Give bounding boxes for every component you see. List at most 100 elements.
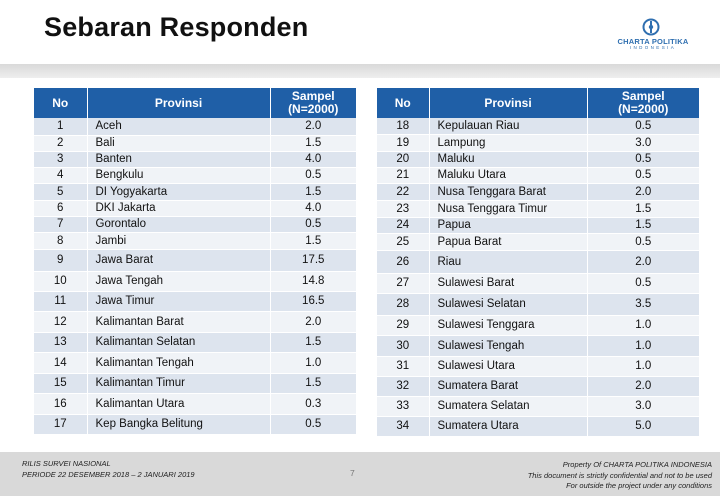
page-title: Sebaran Responden (44, 12, 309, 42)
row-number: 24 (377, 217, 430, 234)
row-number: 9 (34, 249, 88, 272)
row-number: 29 (377, 315, 430, 336)
row-sample-value: 16.5 (270, 291, 356, 312)
row-sample-value: 0.5 (587, 118, 699, 135)
row-province: Sulawesi Tenggara (429, 315, 588, 336)
footer-right: Property Of CHARTA POLITIKA INDONESIA Th… (528, 460, 712, 492)
table-body-left: 1 Aceh 2.0 2 Bali 1.5 3 Banten 4.0 4 Bengkulu 0.5 5 D… (34, 118, 356, 435)
row-sample-value: 17.5 (270, 249, 356, 272)
row-province: Jawa Timur (87, 291, 271, 312)
respondent-table-right: No Provinsi Sampel (N=2000) 18 Kepulauan R… (377, 88, 699, 437)
row-sample-value: 1.0 (270, 352, 356, 374)
row-number: 30 (377, 335, 430, 357)
row-sample-value: 1.0 (587, 315, 699, 336)
row-province: Lampung (429, 134, 588, 152)
page-number: 7 (350, 468, 355, 478)
row-province: Kep Bangka Belitung (87, 414, 271, 435)
row-sample-value: 1.5 (270, 332, 356, 353)
footer-left: RILIS SURVEI NASIONAL PERIODE 22 DESEMBE… (22, 458, 195, 480)
header-sampel: Sampel (N=2000) (270, 88, 356, 118)
row-number: 26 (377, 250, 430, 274)
row-sample-value: 2.0 (270, 118, 356, 136)
table-row: 2 Bali 1.5 (34, 135, 356, 152)
row-province: Nusa Tenggara Barat (429, 183, 588, 201)
row-number: 16 (34, 393, 88, 415)
row-number: 4 (34, 167, 88, 184)
row-province: Sulawesi Selatan (429, 293, 588, 316)
row-province: Maluku (429, 151, 588, 168)
table-row: 20 Maluku 0.5 (377, 151, 699, 168)
row-number: 8 (34, 232, 88, 250)
row-sample-value: 2.0 (587, 183, 699, 201)
row-sample-value: 4.0 (270, 200, 356, 217)
row-sample-value: 0.5 (270, 216, 356, 233)
row-sample-value: 1.0 (587, 356, 699, 377)
row-number: 23 (377, 200, 430, 218)
row-number: 34 (377, 416, 430, 437)
row-number: 12 (34, 311, 88, 333)
row-province: Jawa Tengah (87, 271, 271, 292)
table-row: 26 Riau 2.0 (377, 250, 699, 274)
row-sample-value: 1.5 (587, 217, 699, 234)
footer-property: Property Of CHARTA POLITIKA INDONESIA (562, 460, 712, 469)
header-sampel: Sampel (N=2000) (587, 88, 699, 118)
row-province: Kalimantan Tengah (87, 352, 271, 374)
row-number: 10 (34, 271, 88, 292)
row-number: 19 (377, 134, 430, 152)
table-row: 22 Nusa Tenggara Barat 2.0 (377, 183, 699, 201)
row-number: 6 (34, 200, 88, 217)
row-number: 32 (377, 376, 430, 397)
table-row: 6 DKI Jakarta 4.0 (34, 200, 356, 217)
row-number: 15 (34, 373, 88, 394)
row-province: Riau (429, 250, 588, 274)
row-number: 17 (34, 414, 88, 435)
table-row: 19 Lampung 3.0 (377, 134, 699, 152)
footer-conditions: For outside the project under any condit… (566, 481, 712, 490)
row-sample-value: 4.0 (270, 151, 356, 168)
respondent-table-left: No Provinsi Sampel (N=2000) 1 Aceh 2.0 2 Bali… (34, 88, 356, 435)
table-row: 27 Sulawesi Barat 0.5 (377, 273, 699, 294)
table-row: 14 Kalimantan Tengah 1.0 (34, 352, 356, 374)
header-provinsi: Provinsi (87, 88, 271, 118)
table-row: 9 Jawa Barat 17.5 (34, 249, 356, 272)
header-sampel-line2: (N=2000) (288, 102, 339, 116)
row-province: Bali (87, 135, 271, 152)
row-province: Kepulauan Riau (429, 118, 588, 135)
footer-survey-title: RILIS SURVEI NASIONAL (22, 459, 111, 468)
row-province: DI Yogyakarta (87, 183, 271, 201)
row-province: Sumatera Barat (429, 376, 588, 397)
row-province: Jambi (87, 232, 271, 250)
row-number: 27 (377, 273, 430, 294)
row-sample-value: 3.5 (587, 293, 699, 316)
row-province: Banten (87, 151, 271, 168)
table-row: 15 Kalimantan Timur 1.5 (34, 373, 356, 394)
row-sample-value: 1.5 (587, 200, 699, 218)
row-number: 22 (377, 183, 430, 201)
table-row: 7 Gorontalo 0.5 (34, 216, 356, 233)
row-sample-value: 3.0 (587, 134, 699, 152)
row-sample-value: 1.5 (270, 183, 356, 201)
table-row: 11 Jawa Timur 16.5 (34, 291, 356, 312)
header-no: No (34, 88, 88, 118)
row-sample-value: 2.0 (587, 376, 699, 397)
header-sampel-line1: Sampel (291, 89, 335, 103)
row-province: Papua Barat (429, 233, 588, 251)
table-row: 5 DI Yogyakarta 1.5 (34, 183, 356, 201)
row-number: 11 (34, 291, 88, 312)
row-sample-value: 14.8 (270, 271, 356, 292)
row-number: 3 (34, 151, 88, 168)
table-row: 16 Kalimantan Utara 0.3 (34, 393, 356, 415)
table-row: 32 Sumatera Barat 2.0 (377, 376, 699, 397)
row-sample-value: 0.5 (587, 151, 699, 168)
row-sample-value: 0.5 (587, 167, 699, 184)
table-row: 31 Sulawesi Utara 1.0 (377, 356, 699, 377)
row-sample-value: 1.5 (270, 135, 356, 152)
row-province: Sulawesi Tengah (429, 335, 588, 357)
table-row: 12 Kalimantan Barat 2.0 (34, 311, 356, 333)
table-row: 29 Sulawesi Tenggara 1.0 (377, 315, 699, 336)
header-no: No (377, 88, 430, 118)
header-sampel-line2: (N=2000) (618, 102, 669, 116)
table-row: 13 Kalimantan Selatan 1.5 (34, 332, 356, 353)
row-province: Papua (429, 217, 588, 234)
logo-subtitle: INDONESIA (629, 45, 677, 50)
